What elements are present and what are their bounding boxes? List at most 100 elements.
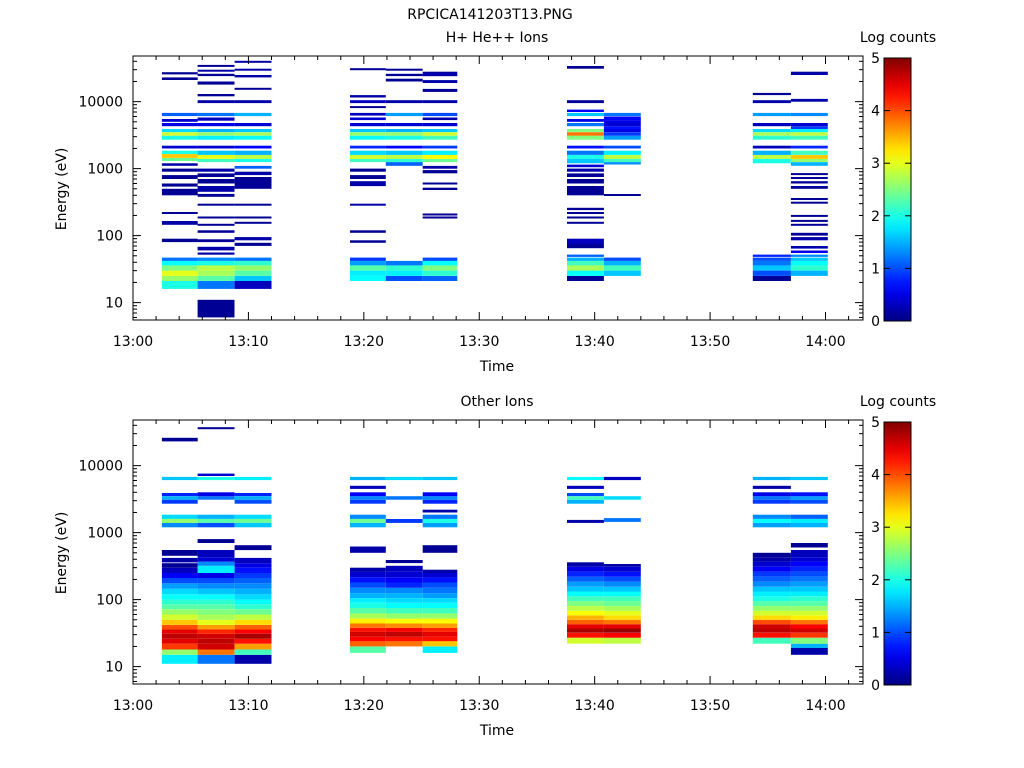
heatmap-cell [161, 275, 198, 281]
heatmap-cell [422, 514, 458, 519]
heatmap-cell [422, 545, 458, 553]
heatmap-cell [234, 619, 272, 625]
heatmap-cell [161, 643, 198, 650]
heatmap-cell [234, 87, 272, 90]
heatmap-cell [603, 564, 641, 567]
heatmap-cell [385, 260, 423, 266]
heatmap-cell [567, 586, 604, 592]
heatmap-cell [234, 265, 272, 271]
heatmap-cell [161, 557, 198, 563]
heatmap-cell [422, 582, 458, 588]
heatmap-cell [790, 499, 828, 504]
heatmap-cell [161, 599, 198, 605]
heatmap-cell [422, 260, 458, 266]
heatmap-cell [197, 129, 235, 133]
heatmap-cell [161, 514, 198, 519]
heatmap-cell [385, 636, 423, 642]
heatmap-cell [350, 135, 386, 140]
heatmap-cell [603, 116, 641, 121]
heatmap-cell [603, 496, 641, 500]
heatmap-cell [350, 203, 386, 206]
heatmap-cell [385, 155, 423, 159]
heatmap-cell [385, 265, 423, 271]
heatmap-cell [234, 563, 272, 568]
heatmap-cell [567, 135, 604, 140]
heatmap-cell [234, 578, 272, 584]
heatmap-cell [234, 633, 272, 639]
heatmap-cell [422, 165, 458, 169]
heatmap-cell [790, 628, 828, 633]
heatmap-cell [422, 492, 458, 497]
heatmap-cell [567, 260, 604, 266]
heatmap-cell [790, 576, 828, 582]
heatmap-cell [790, 162, 828, 166]
heatmap-cell [422, 519, 458, 523]
heatmap-cell [350, 476, 386, 481]
heatmap-cell [422, 132, 458, 136]
heatmap-cell [197, 614, 235, 620]
heatmap-cell [350, 132, 386, 136]
heatmap-cell [790, 123, 828, 127]
heatmap-cell [197, 561, 235, 566]
heatmap-cell [234, 145, 272, 149]
heatmap-cell [385, 123, 423, 127]
heatmap-cell [422, 275, 458, 281]
panel-top-y-axis-label: Energy (eV) [54, 148, 70, 231]
heatmap-cell [197, 633, 235, 639]
heatmap-cell [197, 522, 235, 528]
heatmap-cell [197, 100, 235, 104]
x-tick-label: 13:10 [228, 334, 268, 350]
heatmap-cell [161, 168, 198, 172]
heatmap-cell [790, 177, 828, 179]
heatmap-cell [790, 596, 828, 602]
heatmap-cell [161, 135, 198, 140]
y-tick-label: 1000 [87, 526, 123, 542]
heatmap-cell [161, 145, 198, 149]
colorbar-tick-label: 4 [871, 104, 880, 120]
heatmap-cell [567, 275, 604, 281]
heatmap-cell [752, 150, 791, 155]
heatmap-cell [603, 581, 641, 587]
heatmap-cell [350, 168, 386, 172]
heatmap-cell [350, 485, 386, 489]
heatmap-cell [752, 123, 791, 127]
heatmap-cell [567, 499, 604, 504]
heatmap-cell [752, 566, 791, 572]
heatmap-cell [790, 257, 828, 261]
heatmap-cell [161, 112, 198, 117]
heatmap-cell [234, 499, 272, 504]
panel-top-colorbar: 0 1 2 3 4 5 [871, 51, 912, 330]
heatmap-cell [422, 623, 458, 628]
heatmap-cell [385, 132, 423, 136]
colorbar-tick-label: 5 [871, 415, 880, 431]
heatmap-cell [422, 216, 458, 219]
heatmap-cell [350, 593, 386, 599]
heatmap-cell [752, 615, 791, 620]
heatmap-cell [422, 170, 458, 174]
heatmap-cell [422, 476, 458, 481]
heatmap-cell [350, 117, 386, 121]
heatmap-cell [161, 270, 198, 276]
heatmap-cell [422, 257, 458, 261]
heatmap-cell [197, 246, 235, 251]
heatmap-cell [790, 519, 828, 523]
heatmap-cell [350, 522, 386, 528]
heatmap-cell [197, 492, 235, 497]
heatmap-cell [603, 132, 641, 136]
heatmap-cell [197, 624, 235, 630]
heatmap-cell [197, 158, 235, 163]
heatmap-cell [197, 573, 235, 579]
heatmap-cell [567, 562, 604, 567]
x-tick-label: 13:30 [459, 334, 499, 350]
heatmap-cell [790, 126, 828, 129]
heatmap-cell [197, 173, 235, 177]
heatmap-cell [385, 565, 423, 572]
colorbar-tick-label: 0 [871, 678, 880, 694]
heatmap-cell [790, 571, 828, 577]
heatmap-cell [752, 637, 791, 644]
heatmap-cell [422, 112, 458, 117]
heatmap-cell [350, 623, 386, 628]
heatmap-cell [422, 587, 458, 594]
heatmap-cell [161, 260, 198, 266]
